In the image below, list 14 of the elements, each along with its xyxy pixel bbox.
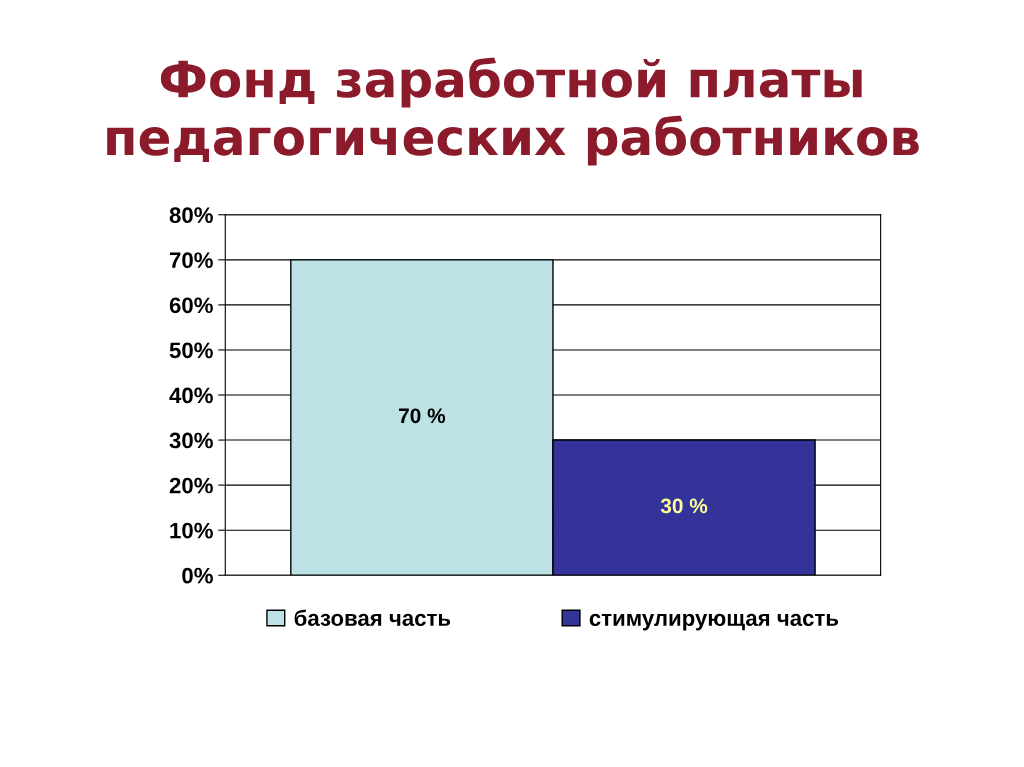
data-label: 70 % [399, 408, 446, 424]
legend-label: стимулирующая часть [589, 613, 839, 631]
y-tick-label: 80% [169, 207, 213, 224]
y-tick-label: 30% [169, 432, 213, 449]
y-tick-label: 0% [182, 567, 213, 584]
chart-title: Фонд заработной платы педагогических работников [107, 57, 919, 166]
y-tick-label: 50% [169, 342, 213, 359]
y-tick-label: 10% [170, 522, 213, 539]
data-label: 30 % [660, 498, 708, 514]
y-tick-label: 40% [169, 387, 213, 404]
legend-label: базовая часть [294, 609, 451, 626]
y-tick-label: 70% [169, 252, 213, 269]
y-tick-label: 20% [169, 477, 213, 494]
y-tick-label: 60% [169, 297, 213, 314]
